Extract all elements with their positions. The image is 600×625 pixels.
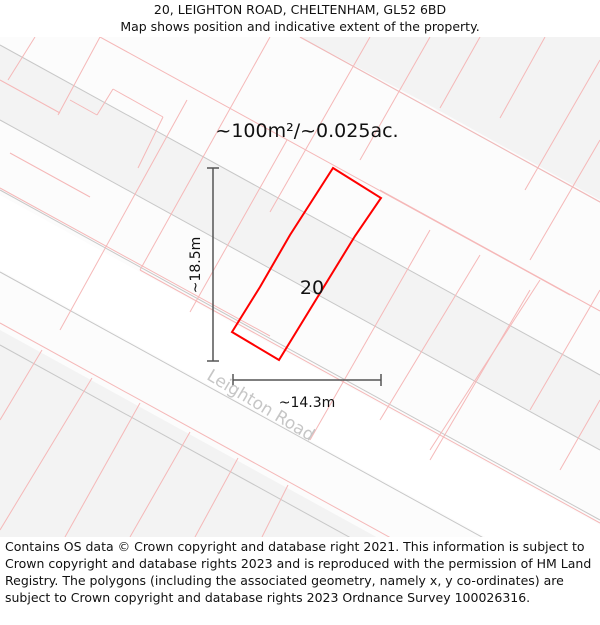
- copyright-attribution: Contains OS data © Crown copyright and d…: [5, 539, 592, 605]
- property-boundary[interactable]: [230, 166, 383, 362]
- property-address: 20, LEIGHTON ROAD, CHELTENHAM, GL52 6BD: [153, 2, 447, 17]
- property-map[interactable]: ~100m²/~0.025ac. 20 ~18.5m ~14.3m Leight…: [0, 37, 600, 537]
- plot-number-label: 20: [300, 277, 324, 299]
- map-header: 20, LEIGHTON ROAD, CHELTENHAM, GL52 6BD …: [0, 0, 600, 37]
- height-measure-label: ~18.5m: [188, 237, 204, 294]
- area-label: ~100m²/~0.025ac.: [215, 120, 398, 142]
- map-subtitle: Map shows position and indicative extent…: [120, 19, 480, 34]
- width-measure-label: ~14.3m: [279, 395, 336, 411]
- parcel-boundaries: [0, 37, 600, 537]
- width-measure: [232, 374, 382, 386]
- height-measure: [207, 167, 219, 362]
